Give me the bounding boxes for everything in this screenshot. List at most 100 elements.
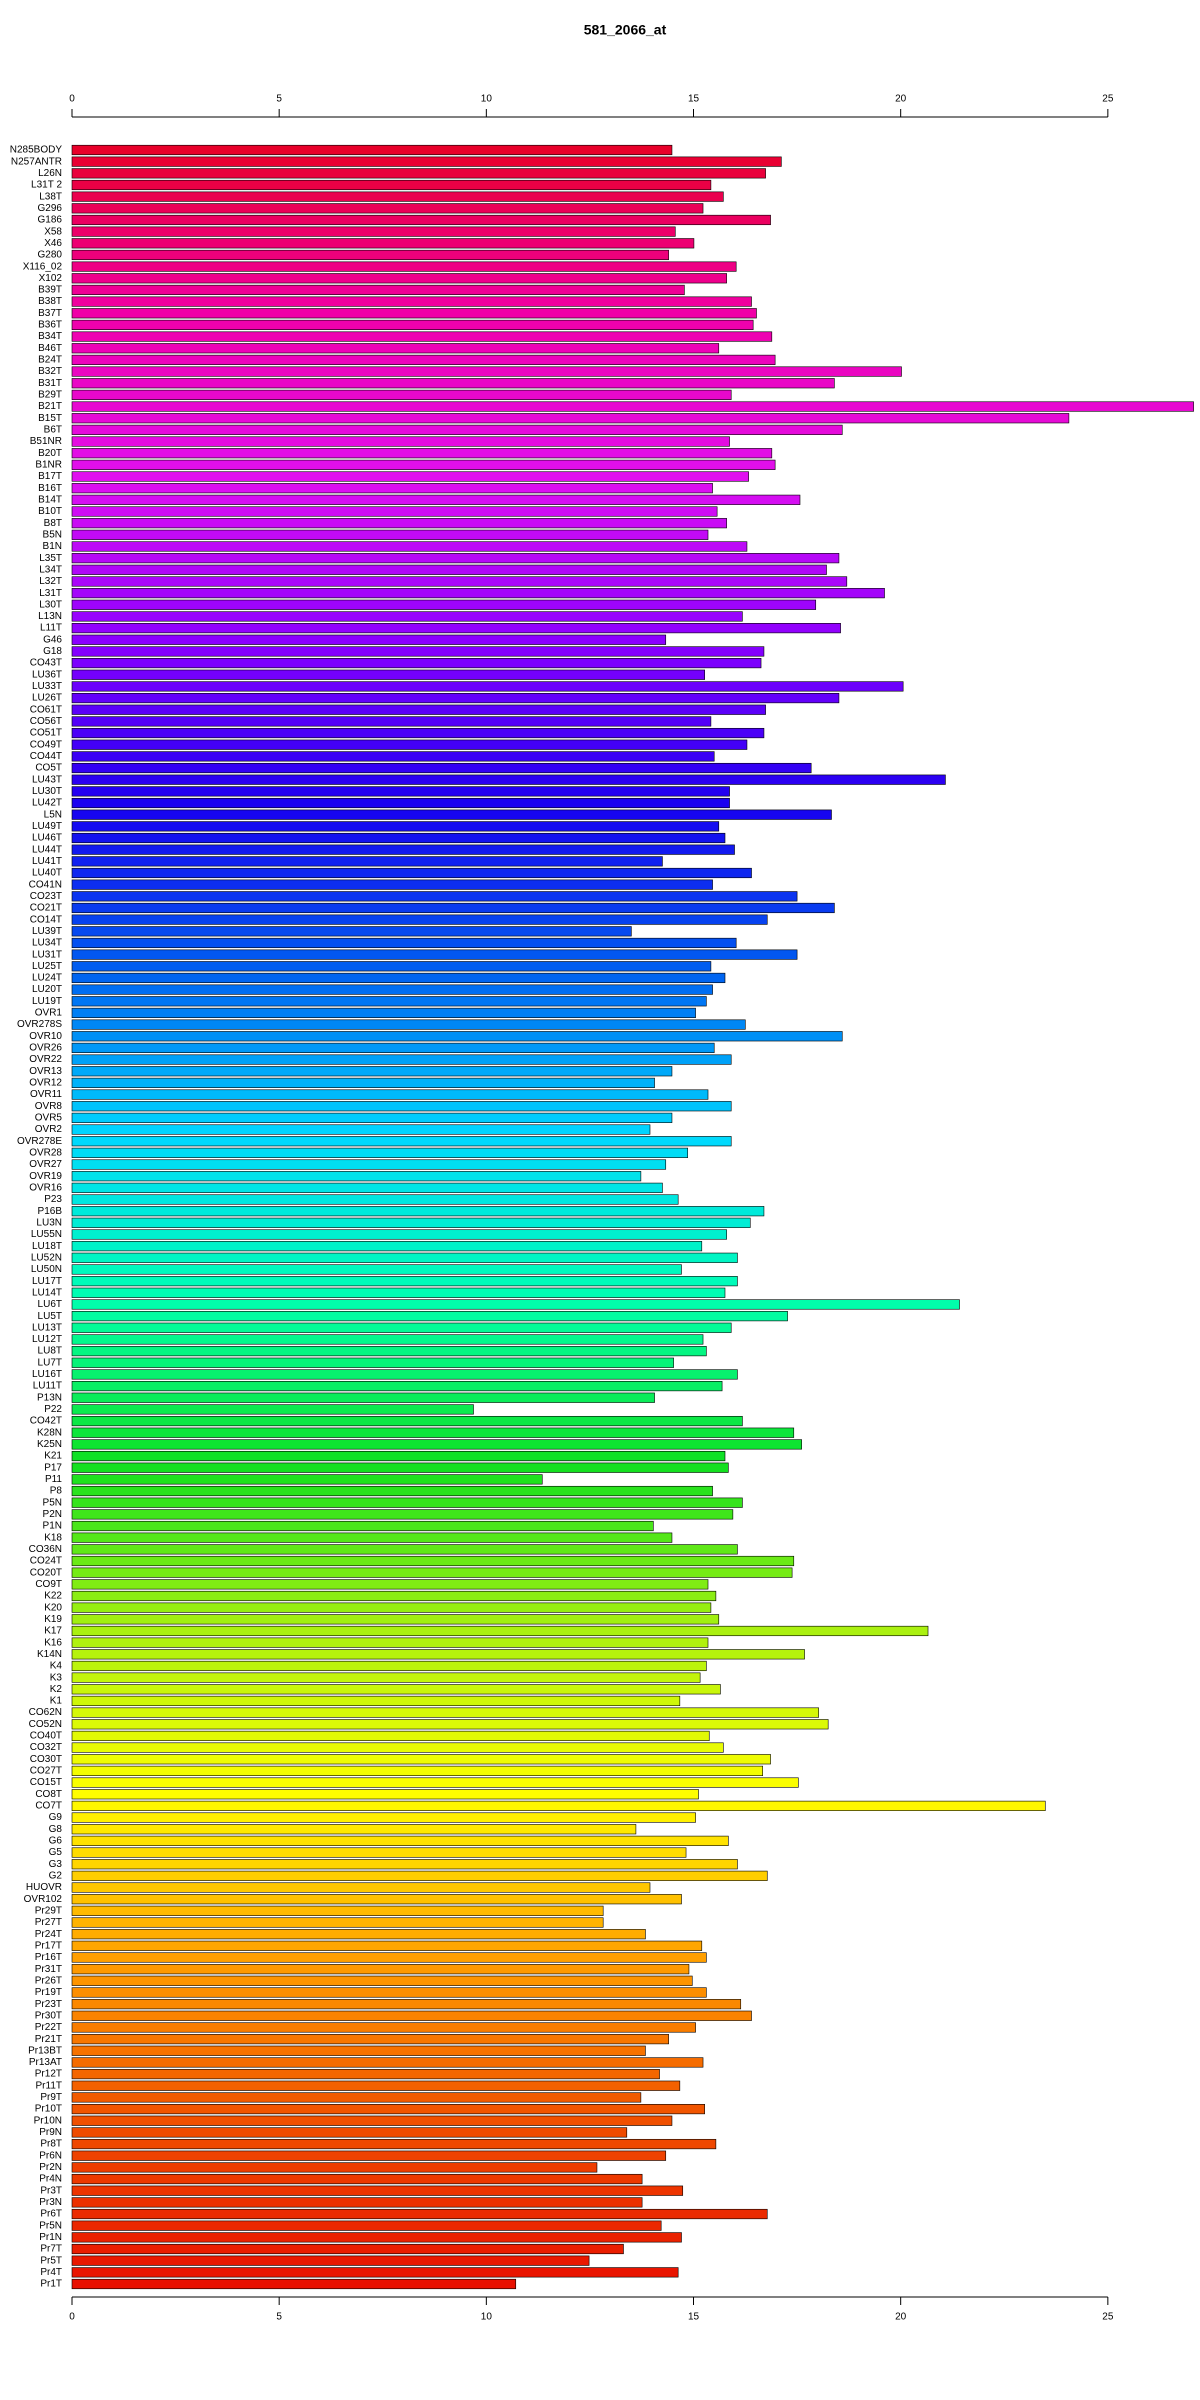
y-tick-label: K22	[44, 1591, 62, 1602]
bar	[71, 1042, 715, 1053]
bar	[71, 1532, 673, 1543]
bar	[71, 1066, 673, 1077]
bar	[71, 168, 766, 179]
bar	[71, 1964, 690, 1975]
bar	[71, 1346, 707, 1357]
y-tick-label: B14T	[38, 494, 62, 505]
y-tick-label: CO5T	[35, 763, 62, 774]
y-tick-label: P13N	[37, 1392, 62, 1403]
bar	[71, 1136, 732, 1147]
bar	[71, 669, 705, 680]
y-tick-label: L34T	[39, 564, 62, 575]
y-tick-label: P5N	[43, 1497, 62, 1508]
bar	[71, 1929, 646, 1940]
y-tick-label: B1NR	[35, 459, 62, 470]
y-tick-label: LU26T	[32, 693, 62, 704]
y-tick-label: Pr27T	[35, 1917, 62, 1928]
y-tick-label: CO40T	[30, 1731, 62, 1742]
bar	[71, 529, 709, 540]
y-tick-label: LU14T	[32, 1287, 62, 1298]
y-tick-label: Pr1T	[40, 2279, 62, 2290]
bar	[71, 1975, 693, 1986]
bar	[71, 2185, 684, 2196]
bar	[71, 1987, 707, 1998]
y-tick-label: B34T	[38, 331, 62, 342]
y-tick-label: B10T	[38, 506, 62, 517]
y-tick-label: K28N	[37, 1427, 62, 1438]
y-tick-label: X46	[44, 238, 62, 249]
y-tick-label: LU34T	[32, 938, 62, 949]
bar	[71, 2138, 717, 2150]
x-tick-label: 5	[276, 94, 282, 105]
bar	[71, 226, 676, 237]
y-tick-label: OVR5	[35, 1113, 63, 1124]
bar	[71, 1077, 655, 1088]
bar	[71, 389, 732, 400]
bar	[71, 1287, 726, 1298]
bar	[71, 1101, 732, 1112]
y-tick-label: Pr6N	[39, 2150, 62, 2161]
y-tick-label: CO49T	[30, 739, 62, 750]
bar	[71, 1241, 703, 1252]
bar	[71, 1870, 768, 1881]
y-tick-label: Pr24T	[35, 1929, 62, 1940]
y-tick-label: OVR22	[29, 1054, 62, 1065]
bar	[71, 2173, 643, 2185]
y-tick-label: P23	[44, 1194, 62, 1205]
bar	[71, 1334, 704, 1345]
bar	[71, 1019, 746, 1030]
bar	[71, 1859, 738, 1870]
y-tick-label: LU41T	[32, 856, 62, 867]
bar	[71, 1124, 651, 1135]
bar	[71, 1544, 738, 1555]
y-tick-label: LU33T	[32, 681, 62, 692]
y-tick-label: OVR1	[35, 1008, 63, 1019]
y-tick-label: LU42T	[32, 798, 62, 809]
y-tick-label: Pr29T	[35, 1905, 62, 1916]
bar	[71, 1999, 742, 2010]
y-tick-label: K20	[44, 1602, 62, 1613]
bar	[71, 1742, 724, 1753]
bar	[71, 1450, 726, 1462]
bar	[71, 191, 724, 202]
y-tick-label: LU43T	[32, 774, 62, 785]
y-tick-label: Pr8T	[40, 2139, 62, 2150]
bar	[71, 284, 685, 296]
bar	[71, 1299, 960, 1310]
bar	[71, 401, 1194, 412]
y-tick-label: N257ANTR	[11, 156, 62, 167]
x-tick-label: 15	[688, 2312, 700, 2323]
y-tick-label: P17	[44, 1462, 62, 1473]
y-tick-label: Pr9T	[40, 2092, 62, 2103]
bar	[71, 2057, 704, 2068]
bar	[71, 483, 713, 494]
bar	[71, 2162, 598, 2173]
y-tick-label: LU36T	[32, 669, 62, 680]
bar	[71, 2045, 646, 2056]
bar	[71, 937, 737, 949]
bar	[71, 1112, 673, 1123]
bar	[71, 634, 667, 645]
bar	[71, 1206, 765, 1217]
y-tick-label: L35T	[39, 553, 62, 564]
y-tick-label: OVR102	[24, 1894, 63, 1905]
bar	[71, 2208, 768, 2220]
bar	[71, 1054, 732, 1065]
bar	[71, 1894, 682, 1905]
bar	[71, 1252, 738, 1263]
bar	[71, 1276, 738, 1287]
bar	[71, 1415, 743, 1427]
y-tick-label: CO21T	[30, 903, 62, 914]
y-tick-label: P8	[50, 1486, 63, 1497]
bar	[71, 1439, 802, 1450]
bar	[71, 681, 904, 692]
bar	[71, 1649, 805, 1660]
y-tick-label: B51NR	[30, 436, 62, 447]
bar	[71, 1777, 799, 1788]
bar	[71, 1171, 642, 1182]
bar	[71, 2197, 643, 2208]
y-tick-label: CO32T	[30, 1742, 62, 1753]
y-tick-label: G2	[49, 1870, 63, 1881]
bar	[71, 1614, 720, 1625]
y-tick-label: N285BODY	[10, 145, 63, 156]
